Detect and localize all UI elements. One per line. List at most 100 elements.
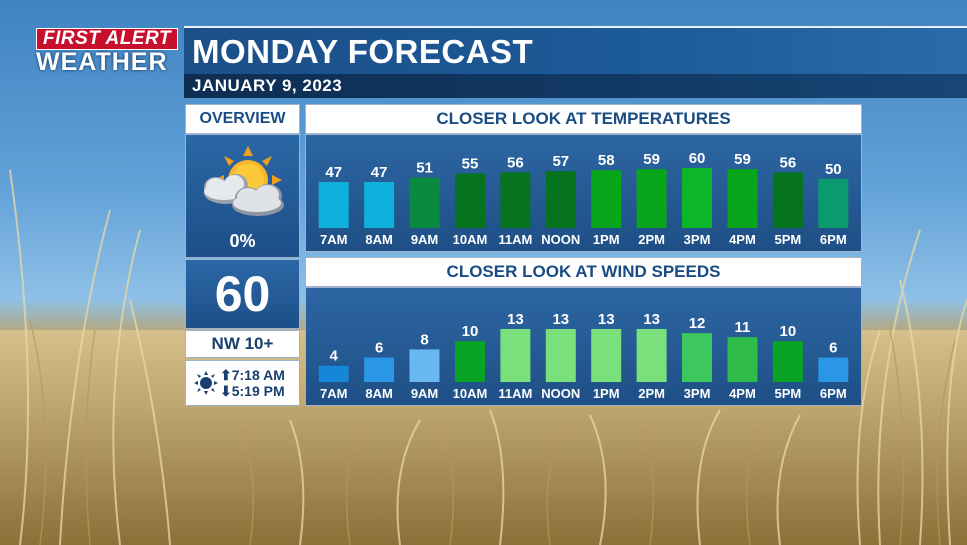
bar-11am xyxy=(500,172,531,228)
arrow-down-icon: ⬇ xyxy=(220,383,232,399)
data-label-3pm: 12 xyxy=(689,315,706,332)
tick-label-1pm: 1PM xyxy=(593,386,620,401)
data-label-2pm: 59 xyxy=(643,151,660,168)
bar-4pm xyxy=(727,337,758,382)
data-label-4pm: 59 xyxy=(734,151,751,168)
sun-icon xyxy=(194,371,218,395)
sun-times-box: ⬆7:18 AM ⬇5:19 PM xyxy=(185,360,300,406)
logo-weather: WEATHER xyxy=(36,48,168,76)
tick-label-10am: 10AM xyxy=(453,386,488,401)
sunset-time: 5:19 PM xyxy=(231,383,285,399)
tick-label-2pm: 2PM xyxy=(638,232,665,247)
tick-label-6pm: 6PM xyxy=(820,232,847,247)
tick-label-5pm: 5PM xyxy=(775,386,802,401)
bar-6pm xyxy=(818,357,849,382)
temperature-chart-header: CLOSER LOOK AT TEMPERATURES xyxy=(305,104,862,134)
tick-label-noon: NOON xyxy=(541,232,580,247)
high-temp: 60 xyxy=(214,266,271,322)
title-bar: MONDAY FORECAST xyxy=(184,26,967,74)
overview-header: OVERVIEW xyxy=(185,104,300,134)
bar-1pm xyxy=(591,170,622,228)
tick-label-6pm: 6PM xyxy=(820,386,847,401)
temperature-chart-panel: 47 7AM 47 8AM 51 9AM 55 10AM 56 11AM 57 NOON 58 1PM 59… xyxy=(305,134,862,252)
tick-label-4pm: 4PM xyxy=(729,232,756,247)
data-label-9am: 51 xyxy=(416,160,433,177)
bar-1pm xyxy=(591,329,622,382)
data-label-6pm: 6 xyxy=(829,340,837,357)
temperature-chart-title: CLOSER LOOK AT TEMPERATURES xyxy=(436,109,731,128)
forecast-date: JANUARY 9, 2023 xyxy=(192,76,343,95)
first-alert-weather-logo: FIRST ALERT WEATHER xyxy=(36,28,180,76)
sunrise-row: ⬆7:18 AM xyxy=(220,367,296,383)
tick-label-3pm: 3PM xyxy=(684,386,711,401)
sunset-row: ⬇5:19 PM xyxy=(220,383,296,399)
tick-label-2pm: 2PM xyxy=(638,386,665,401)
wind-summary-box: NW 10+ xyxy=(185,330,300,358)
tick-label-8am: 8AM xyxy=(365,232,392,247)
bar-2pm xyxy=(636,329,667,382)
bar-noon xyxy=(545,329,576,382)
data-label-3pm: 60 xyxy=(689,150,706,167)
bar-9am xyxy=(409,349,440,382)
data-label-5pm: 10 xyxy=(780,323,797,340)
data-label-9am: 8 xyxy=(420,331,428,348)
bar-10am xyxy=(455,341,485,382)
tick-label-7am: 7AM xyxy=(320,386,347,401)
weather-icon-panel: 0% xyxy=(185,134,300,258)
data-label-11am: 13 xyxy=(507,311,524,328)
logo-first-alert: FIRST ALERT xyxy=(36,28,178,50)
wind-chart-panel: 4 7AM 6 8AM 8 9AM 10 10AM 13 11AM 13 NOON 13 1PM 13 2PM… xyxy=(305,287,862,406)
data-label-1pm: 13 xyxy=(598,311,615,328)
high-temp-panel: 60 xyxy=(185,259,300,329)
precip-chance: 0% xyxy=(229,231,256,251)
data-label-4pm: 11 xyxy=(735,319,751,336)
tick-label-10am: 10AM xyxy=(453,232,488,247)
data-label-2pm: 13 xyxy=(643,311,660,328)
sunrise-time: 7:18 AM xyxy=(231,367,285,383)
data-label-11am: 56 xyxy=(507,154,524,171)
bar-8am xyxy=(364,182,395,228)
date-bar: JANUARY 9, 2023 xyxy=(184,74,967,98)
tick-label-noon: NOON xyxy=(541,386,580,401)
tick-label-4pm: 4PM xyxy=(729,386,756,401)
tick-label-11am: 11AM xyxy=(498,386,532,401)
data-label-10am: 10 xyxy=(462,323,479,340)
data-label-1pm: 58 xyxy=(598,152,615,169)
data-label-10am: 55 xyxy=(462,155,479,172)
tick-label-9am: 9AM xyxy=(411,386,438,401)
bar-7am xyxy=(318,182,349,228)
bar-noon xyxy=(545,171,576,228)
bar-11am xyxy=(500,329,531,382)
page-title: MONDAY FORECAST xyxy=(192,33,534,70)
wind-bar-chart: 4 7AM 6 8AM 8 9AM 10 10AM 13 11AM 13 NOON 13 1PM 13 2PM… xyxy=(318,311,849,401)
data-label-5pm: 56 xyxy=(780,154,797,171)
wind-summary: NW 10+ xyxy=(211,334,274,353)
wind-chart-title: CLOSER LOOK AT WIND SPEEDS xyxy=(446,262,721,281)
tick-label-9am: 9AM xyxy=(411,232,438,247)
bar-10am xyxy=(455,173,485,228)
data-label-noon: 13 xyxy=(552,311,569,328)
data-label-6pm: 50 xyxy=(825,161,842,178)
bar-2pm xyxy=(636,169,667,228)
temperature-bar-chart: 47 7AM 47 8AM 51 9AM 55 10AM 56 11AM 57 NOON 58 1PM 59… xyxy=(318,150,849,247)
tick-label-1pm: 1PM xyxy=(593,232,620,247)
overview-label: OVERVIEW xyxy=(199,110,286,127)
data-label-8am: 6 xyxy=(375,340,383,357)
bar-5pm xyxy=(772,341,803,382)
tick-label-7am: 7AM xyxy=(320,232,347,247)
bar-3pm xyxy=(682,333,712,382)
partly-sunny-icon xyxy=(204,146,284,216)
bar-8am xyxy=(364,357,395,382)
arrow-up-icon: ⬆ xyxy=(220,367,232,383)
bar-3pm xyxy=(682,168,712,228)
bar-6pm xyxy=(818,178,849,228)
data-label-7am: 47 xyxy=(325,164,342,181)
data-label-8am: 47 xyxy=(371,164,388,181)
tick-label-11am: 11AM xyxy=(498,232,532,247)
tick-label-3pm: 3PM xyxy=(684,232,711,247)
bar-4pm xyxy=(727,169,758,228)
data-label-7am: 4 xyxy=(330,348,339,365)
wind-chart-header: CLOSER LOOK AT WIND SPEEDS xyxy=(305,257,862,287)
bar-5pm xyxy=(772,172,803,228)
tick-label-5pm: 5PM xyxy=(775,232,802,247)
